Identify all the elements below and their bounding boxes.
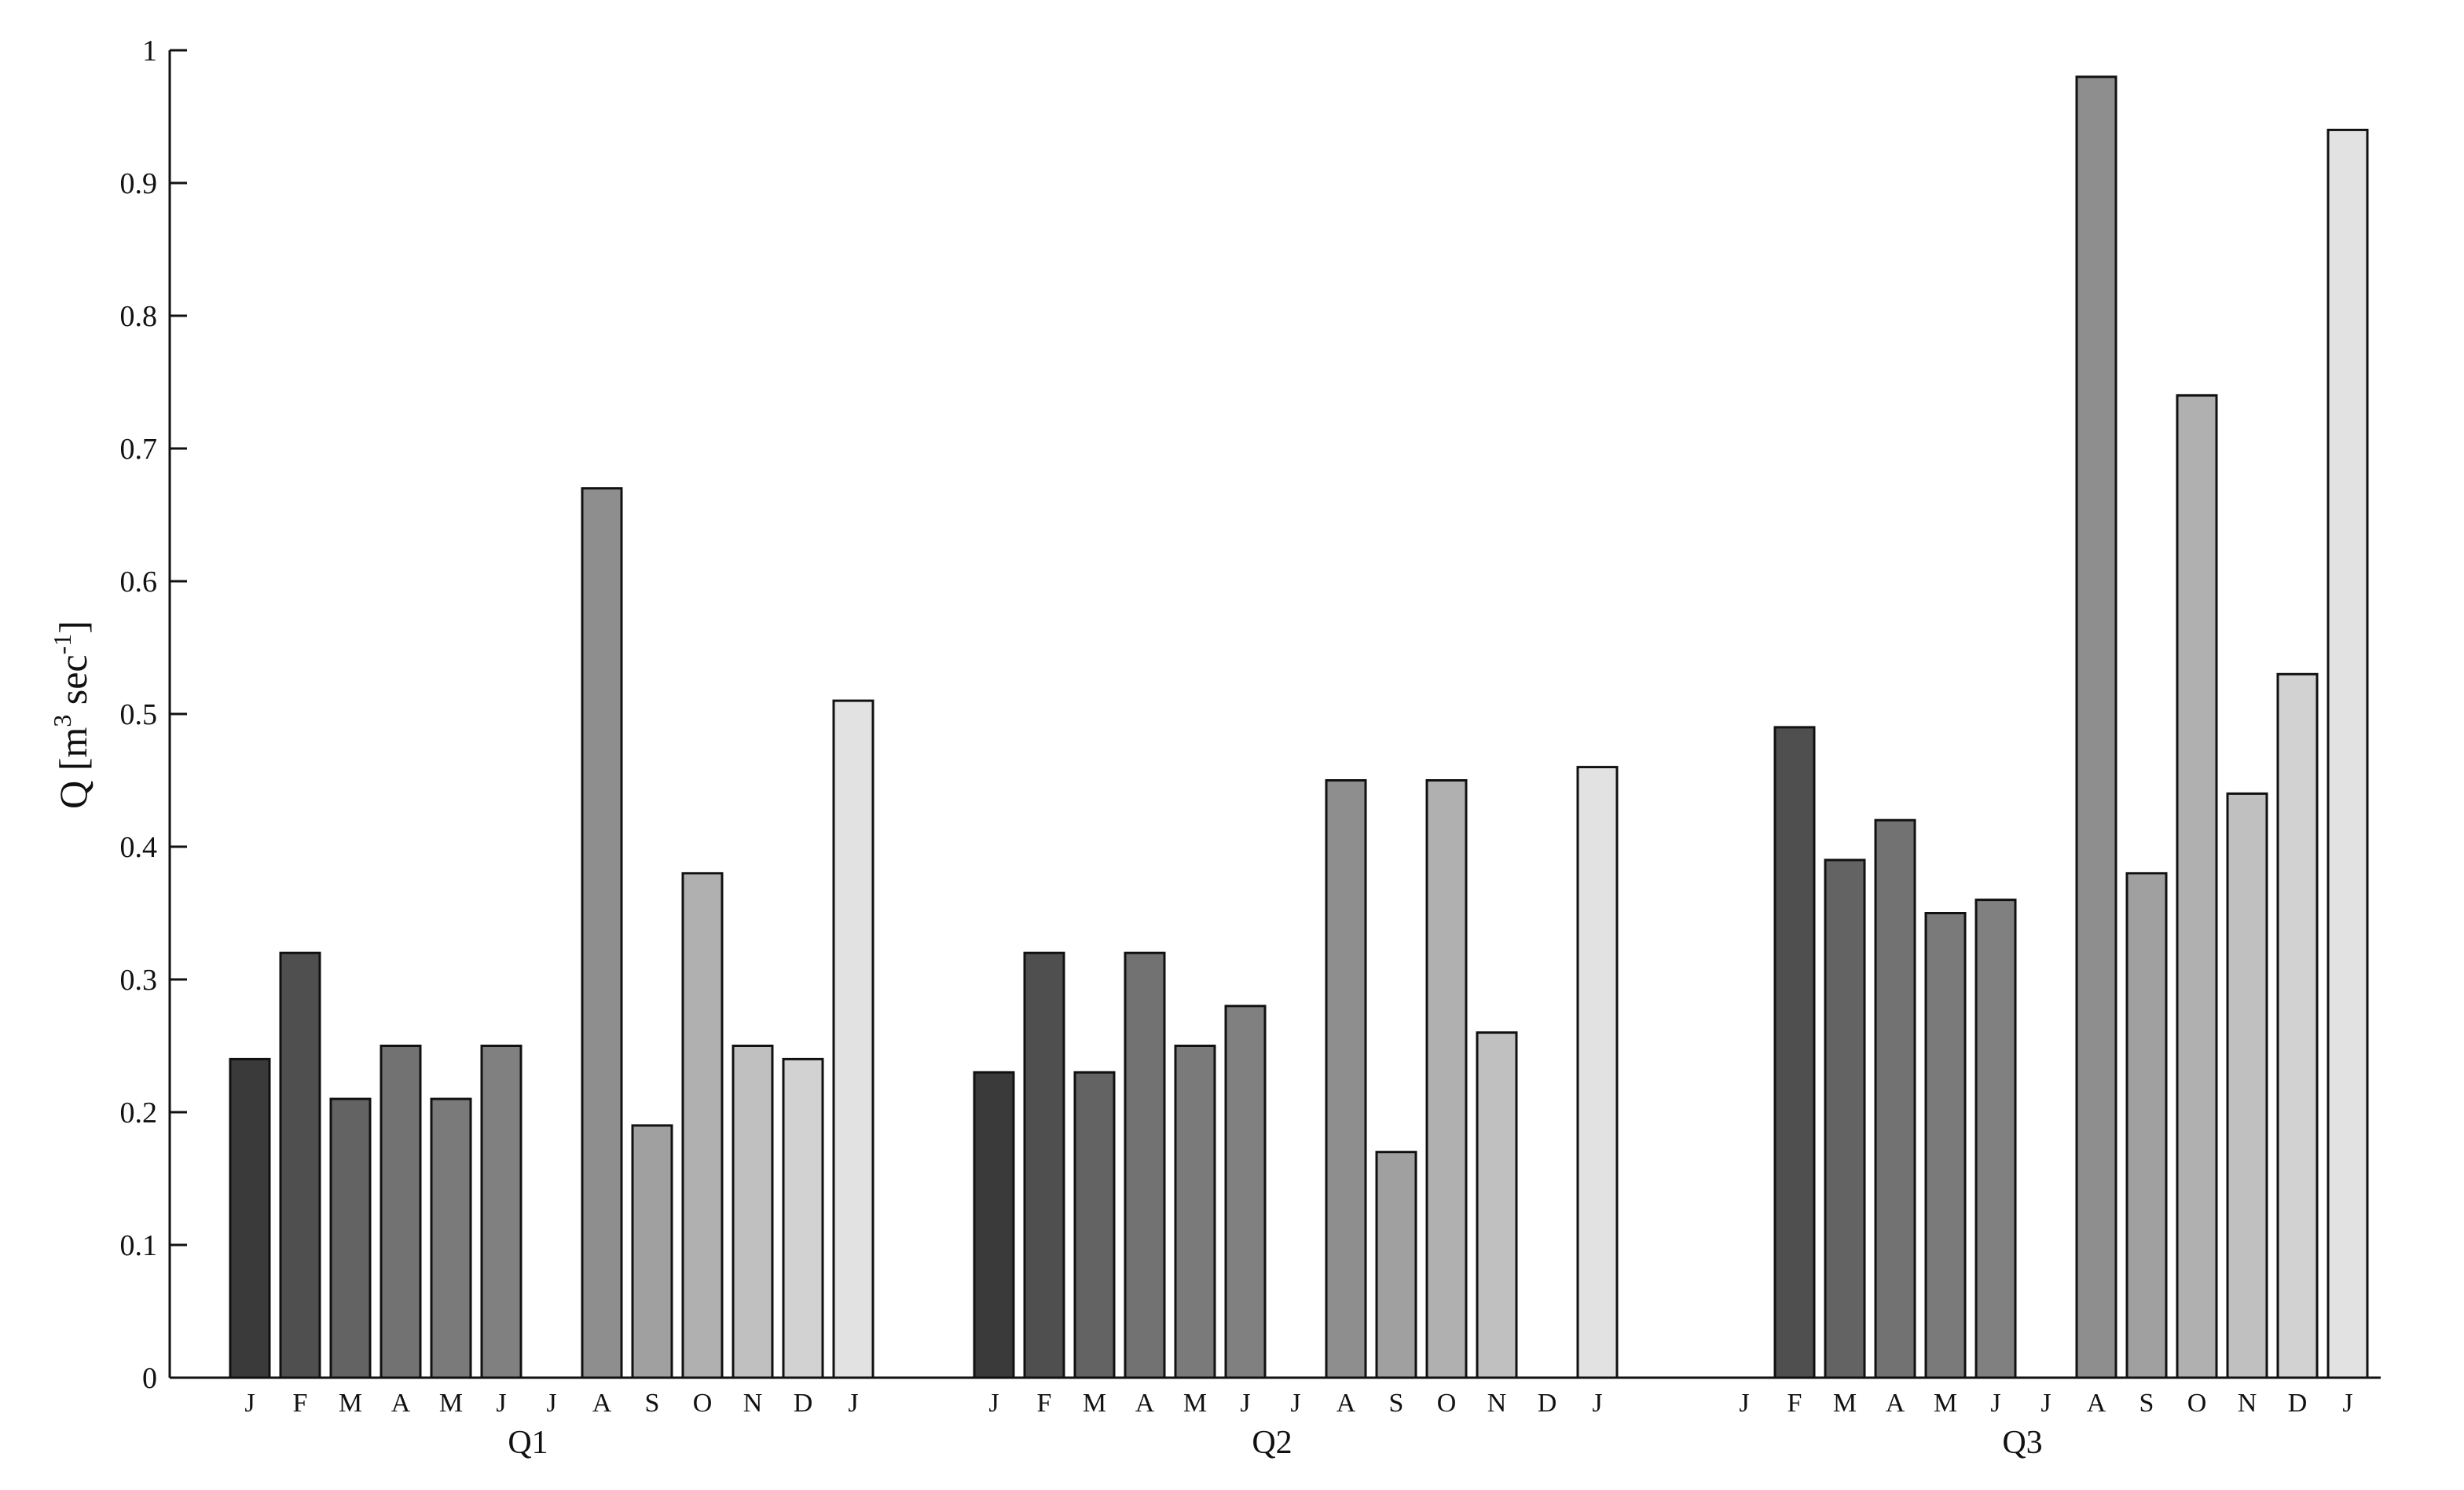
bar-q2-9: [1425, 779, 1468, 1379]
bar-q1-12: [832, 699, 874, 1379]
bar-q2-12: [1576, 766, 1619, 1379]
month-label: A: [592, 1389, 612, 1418]
group-label-q2: Q2: [1252, 1425, 1292, 1461]
month-label: M: [439, 1389, 463, 1418]
month-label: A: [1135, 1389, 1155, 1418]
month-label: F: [293, 1389, 308, 1418]
month-label: J: [1592, 1389, 1602, 1418]
bar-q3-5: [1974, 899, 2017, 1379]
month-label: M: [1934, 1389, 1957, 1418]
bar-q1-10: [732, 1045, 774, 1379]
y-ticks: 0 0.1 0.2 0.3 0.4 0.5 0.6 0.7 0.8 0.9 1: [120, 35, 187, 1395]
month-label: J: [1290, 1389, 1300, 1418]
group-label-q3: Q3: [2002, 1425, 2042, 1461]
month-label: J: [1990, 1389, 2000, 1418]
bar-q1-0: [229, 1057, 271, 1379]
month-label: A: [1886, 1389, 1905, 1418]
bar-q1-7: [581, 487, 623, 1379]
bar-q3-9: [2176, 394, 2218, 1379]
month-label: D: [794, 1389, 813, 1418]
month-label: O: [2187, 1389, 2207, 1418]
month-label: J: [496, 1389, 506, 1418]
month-label: N: [743, 1389, 763, 1418]
y-axis-label: Q [m3 sec-1]: [48, 621, 95, 809]
month-label: S: [2140, 1389, 2154, 1418]
bar-q3-11: [2276, 672, 2319, 1379]
bar-q1-5: [480, 1045, 522, 1379]
month-label: A: [1336, 1389, 1356, 1418]
y-tick-label: 0.4: [120, 831, 158, 864]
month-label: A: [2087, 1389, 2106, 1418]
bar-q1-9: [681, 872, 724, 1379]
bar-q3-3: [1874, 818, 1916, 1379]
bar-q3-12: [2326, 128, 2369, 1379]
bar-q2-5: [1224, 1005, 1267, 1379]
bar-q1-3: [380, 1045, 422, 1379]
y-tick-label: 0.1: [120, 1229, 158, 1262]
month-label: M: [1083, 1389, 1106, 1418]
month-label: D: [2288, 1389, 2308, 1418]
month-label: F: [1788, 1389, 1802, 1418]
bar-q1-2: [329, 1097, 372, 1379]
bar-q1-8: [631, 1124, 673, 1379]
month-label: O: [1437, 1389, 1457, 1418]
bar-q1-1: [279, 951, 321, 1379]
month-label: J: [848, 1389, 858, 1418]
y-axis-label-sup2: -1: [48, 634, 76, 655]
month-label: N: [2238, 1389, 2257, 1418]
bar-q3-1: [1773, 726, 1816, 1379]
bar-q2-8: [1375, 1151, 1417, 1379]
month-label: M: [1833, 1389, 1857, 1418]
y-tick-label: 0.8: [120, 300, 158, 333]
bar-q1-4: [430, 1097, 472, 1379]
y-tick-label: 1: [142, 35, 157, 68]
month-label: J: [244, 1389, 255, 1418]
month-label: J: [1739, 1389, 1749, 1418]
bar-q2-3: [1124, 951, 1166, 1379]
y-tick-label: 0.2: [120, 1096, 158, 1129]
bar-q2-0: [973, 1071, 1015, 1379]
month-label: D: [1538, 1389, 1557, 1418]
y-tick-label: 0.9: [120, 167, 158, 200]
month-label: S: [1389, 1389, 1404, 1418]
bar-q3-2: [1824, 858, 1866, 1379]
y-axis-label-main: Q [m: [51, 727, 95, 809]
bar-q2-2: [1073, 1071, 1116, 1379]
month-label: S: [645, 1389, 660, 1418]
bar-q3-8: [2125, 872, 2168, 1379]
bar-q2-10: [1476, 1031, 1518, 1379]
bar-q1-11: [782, 1057, 824, 1379]
y-tick-label: 0.5: [120, 698, 158, 731]
month-label: M: [1183, 1389, 1207, 1418]
bar-q2-4: [1174, 1045, 1216, 1379]
y-tick-label: 0.3: [120, 964, 158, 997]
month-label: O: [693, 1389, 713, 1418]
month-label: A: [391, 1389, 411, 1418]
y-axis-label-sup1: 3: [48, 715, 76, 727]
month-label: J: [2342, 1389, 2352, 1418]
group-labels: Q1 Q2 Q3: [508, 1425, 2042, 1461]
bar-q2-7: [1325, 779, 1367, 1379]
group-label-q1: Q1: [508, 1425, 548, 1461]
y-axis-label-end: ]: [51, 621, 95, 634]
month-label: N: [1487, 1389, 1507, 1418]
y-tick-label: 0.6: [120, 566, 158, 599]
y-tick-label: 0.7: [120, 433, 158, 466]
month-label: M: [339, 1389, 362, 1418]
bar-q2-1: [1023, 951, 1065, 1379]
month-label: J: [988, 1389, 999, 1418]
bar-q3-4: [1924, 912, 1967, 1379]
bars-layer: [229, 75, 2369, 1379]
month-label: F: [1037, 1389, 1052, 1418]
month-label: J: [1240, 1389, 1250, 1418]
y-axis-label-mid: sec: [51, 654, 95, 714]
y-tick-label: 0: [142, 1362, 157, 1395]
bar-q3-10: [2226, 792, 2268, 1379]
month-label: J: [2040, 1389, 2051, 1418]
bar-q3-7: [2075, 75, 2118, 1379]
month-label: J: [546, 1389, 556, 1418]
